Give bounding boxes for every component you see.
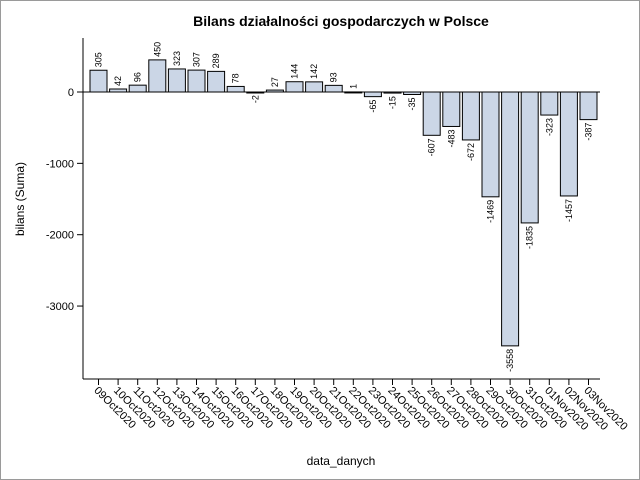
data-label: -35	[407, 97, 417, 110]
data-label: -387	[584, 123, 594, 141]
data-label: -15	[388, 96, 398, 109]
y-tick-label: 0	[68, 87, 74, 99]
bar	[579, 91, 598, 121]
bar	[344, 91, 363, 94]
y-axis-label: bilans (Suma)	[13, 162, 27, 236]
data-label: -65	[368, 100, 378, 113]
data-label: -323	[544, 118, 554, 136]
bar	[207, 70, 226, 93]
bar	[520, 91, 539, 224]
data-label: 142	[309, 64, 319, 79]
data-label: -483	[446, 129, 456, 147]
data-label: -1835	[525, 226, 535, 249]
bar	[540, 91, 559, 116]
data-label: 305	[94, 52, 104, 67]
data-label: -1457	[564, 199, 574, 222]
bar	[109, 88, 128, 93]
y-tick-label: -2000	[46, 230, 74, 242]
data-label: 289	[211, 53, 221, 68]
data-label: 96	[133, 72, 143, 82]
data-label: 42	[113, 76, 123, 86]
bar	[226, 85, 245, 93]
data-label: -607	[427, 138, 437, 156]
data-label: -1469	[486, 200, 496, 223]
bar	[128, 84, 147, 93]
data-label: -672	[466, 143, 476, 161]
data-label: 144	[290, 64, 300, 79]
bar	[481, 91, 500, 198]
bar	[559, 91, 578, 197]
bar	[265, 89, 284, 93]
data-label: 27	[270, 77, 280, 87]
x-axis-label: data_danych	[307, 454, 376, 468]
bar	[422, 91, 441, 136]
y-tick-label: -1000	[46, 158, 74, 170]
bar	[461, 91, 480, 141]
bar	[246, 91, 265, 94]
bar	[89, 69, 108, 93]
data-label: 1	[348, 84, 358, 89]
bar	[305, 81, 324, 93]
data-label: 450	[152, 42, 162, 57]
bar	[442, 91, 461, 127]
bar	[403, 91, 422, 95]
chart-title: Bilans działalności gospodarczych w Pols…	[193, 13, 489, 29]
data-label: 323	[172, 51, 182, 66]
bar	[383, 91, 402, 94]
bar	[363, 91, 382, 98]
data-label: 307	[192, 52, 202, 67]
bar	[148, 59, 167, 93]
plot-area: 0-1000-2000-300030509Oct20204210Oct20209…	[46, 38, 630, 433]
y-tick-label: -3000	[46, 301, 74, 313]
bar	[501, 91, 520, 347]
data-label: -2	[250, 95, 260, 103]
data-label: -3558	[505, 349, 515, 372]
bar	[187, 69, 206, 93]
bar	[285, 81, 304, 93]
bar	[324, 84, 343, 93]
bar	[167, 68, 186, 93]
data-label: 93	[329, 72, 339, 82]
data-label: 78	[231, 73, 241, 83]
